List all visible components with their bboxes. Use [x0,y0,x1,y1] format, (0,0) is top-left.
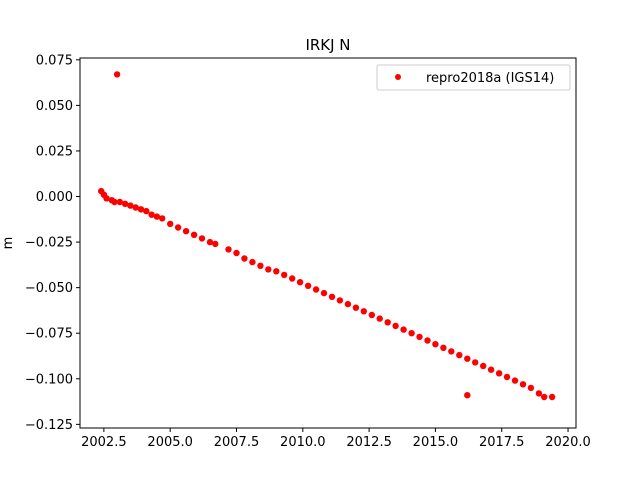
y-tick-label: 0.000 [36,190,73,205]
data-point [408,330,415,337]
data-point [448,348,455,355]
data-point [143,207,150,215]
data-point [225,246,232,253]
data-point [320,289,328,297]
data-point [360,308,367,315]
data-point [137,206,145,213]
data-point [127,202,134,209]
data-point [344,300,352,308]
x-tick-label: 2010.0 [280,435,326,450]
data-point [519,381,527,388]
data-point [548,393,556,401]
data-point [336,297,344,304]
data-point [424,337,431,344]
data-point [273,268,280,275]
data-point [464,355,471,362]
data-point [190,231,198,238]
data-point [148,211,155,218]
scatter-points [98,71,556,401]
data-point [535,390,543,397]
data-point [304,282,312,289]
data-point [167,220,174,228]
x-tick-label: 2005.0 [147,435,193,450]
y-tick-label: 0.050 [36,99,73,114]
data-point [159,215,166,222]
data-point [440,344,447,351]
data-point [103,195,110,202]
data-point [527,384,535,392]
y-tick-label: −0.050 [25,281,73,296]
y-tick-label: −0.100 [25,372,73,387]
x-tick-label: 2017.5 [479,435,525,450]
data-point [416,333,423,341]
legend: repro2018a (IGS14) [376,64,571,91]
data-point [121,200,129,207]
data-point [541,393,548,401]
data-point [206,238,214,246]
data-point [503,373,511,381]
x-tick-label: 2020.0 [545,435,591,450]
data-point [296,279,304,286]
data-point [182,228,190,235]
y-tick-label: 0.025 [36,144,73,159]
data-point [281,271,288,279]
x-tick-label: 2002.5 [81,435,127,450]
data-point [384,319,391,326]
data-point [368,311,375,319]
data-point [328,293,336,300]
data-point [289,275,296,282]
data-point [487,366,495,373]
data-point [400,326,407,333]
data-point [111,198,118,206]
data-point [495,370,503,377]
data-point [249,258,256,266]
legend-marker [395,74,401,80]
data-point [376,315,383,322]
data-point [480,362,487,370]
data-point [113,71,121,78]
data-point [198,235,206,242]
data-point [456,351,463,359]
data-point [511,377,519,384]
y-axis-label: m [1,237,16,250]
data-point [392,322,399,330]
x-tick-label: 2012.5 [346,435,392,450]
y-tick-label: 0.075 [36,53,73,68]
y-tick-label: −0.075 [25,327,73,342]
plot-frame [79,57,577,429]
data-point [132,204,139,211]
data-point [312,286,320,293]
data-point [153,213,161,220]
legend-box [376,64,571,91]
data-point [116,198,124,206]
x-tick-label: 2015.0 [413,435,459,450]
y-tick-label: −0.025 [25,236,73,251]
data-point [464,392,471,399]
data-point [241,255,248,262]
data-point [257,262,264,269]
data-point [233,249,240,257]
data-point [472,359,479,366]
x-tick-label: 2007.5 [214,435,260,450]
y-tick-label: −0.125 [25,418,73,433]
data-point [432,341,439,348]
legend-label: repro2018a (IGS14) [426,71,554,86]
chart-title: IRKJ N [305,36,350,54]
data-point [352,304,360,311]
data-point [212,240,219,248]
y-axis-ticks: 0.075 0.050 0.025 0.000 −0.025 −0.050 −0.075 −0… [25,53,80,433]
data-point [174,224,182,231]
data-point [265,266,272,273]
x-axis-ticks: 2002.5 2005.0 2007.5 2010.0 2012.5 2015.0 2017… [81,428,591,450]
